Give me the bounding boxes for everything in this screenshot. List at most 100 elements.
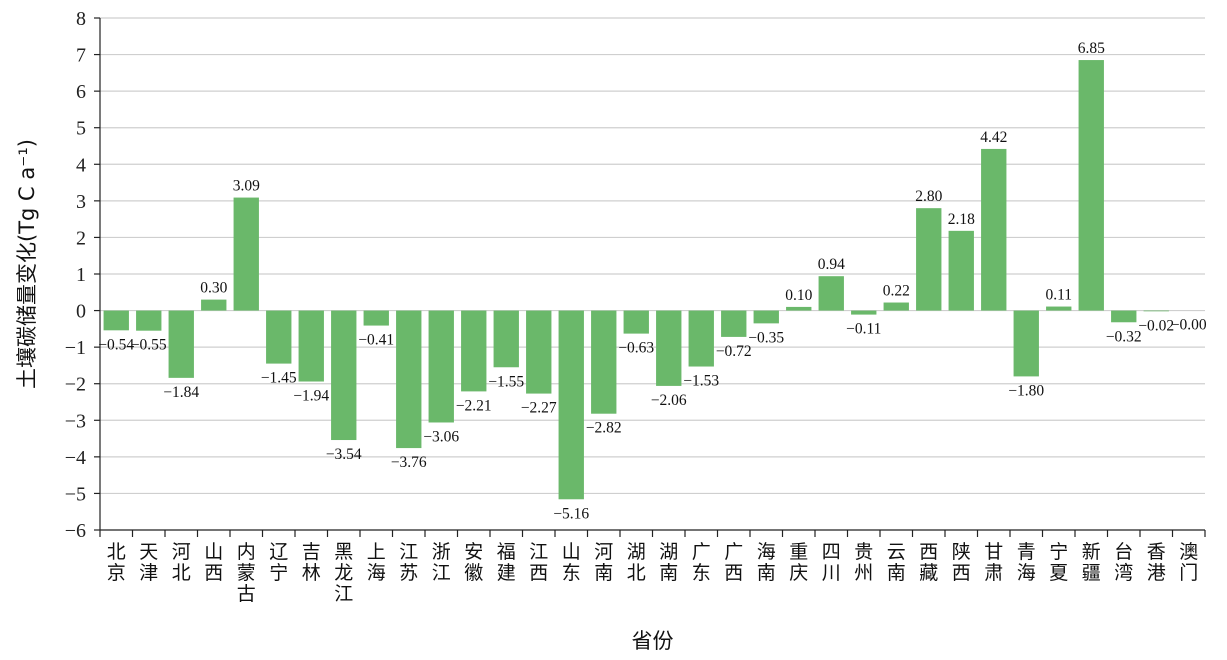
x-category-label: 安徽 [464, 541, 483, 584]
y-axis-title: 土壤碳储量变化(Tg C a⁻¹) [15, 139, 39, 389]
x-category-label: 甘肃 [984, 541, 1003, 584]
data-label: −0.35 [748, 329, 784, 346]
data-label: −0.32 [1106, 328, 1142, 345]
data-label: −2.82 [586, 420, 622, 437]
x-category-label: 内蒙古 [237, 541, 256, 605]
data-label: 2.80 [915, 188, 942, 205]
bar [1143, 310, 1169, 312]
x-category-label: 吉林 [302, 541, 321, 584]
x-category-label: 北京 [107, 541, 126, 584]
bar [688, 310, 714, 367]
data-label: −3.54 [326, 446, 362, 463]
data-label: 2.18 [948, 211, 975, 228]
data-label: −1.55 [488, 373, 524, 390]
x-category-label: 贵州 [854, 541, 873, 584]
y-tick-label: 6 [76, 81, 86, 103]
x-category-label: 海南 [757, 541, 776, 584]
x-category-label: 广西 [724, 541, 743, 584]
x-category-label: 新疆 [1082, 541, 1101, 584]
x-category-label: 江西 [529, 541, 548, 584]
data-label: 0.11 [1045, 287, 1072, 304]
x-category-label: 西藏 [919, 541, 938, 584]
y-tick-label: −2 [65, 374, 86, 396]
y-tick-label: 1 [76, 264, 86, 286]
bar [526, 310, 552, 394]
x-category-label: 浙江 [432, 541, 451, 584]
bar [1111, 310, 1137, 323]
data-label: −0.54 [98, 336, 134, 353]
x-category-label: 宁夏 [1049, 541, 1068, 584]
bar [461, 310, 487, 392]
y-tick-label: 5 [76, 118, 86, 140]
gridlines [100, 17, 1205, 495]
x-axis-title: 省份 [632, 629, 674, 653]
x-category-label: 青海 [1017, 541, 1036, 584]
bar [623, 310, 649, 334]
data-labels: −0.54−0.55 −1.84 0.30 3.09 −1.45−1.94 −3.54 −0… [98, 40, 1207, 522]
y-tick-label: −4 [65, 447, 86, 469]
bar [721, 310, 747, 337]
data-label: −0.00 [1171, 317, 1207, 334]
bar [363, 310, 389, 326]
data-label: 0.10 [785, 287, 812, 304]
data-label: 6.85 [1078, 40, 1105, 57]
x-category-label: 香港 [1147, 541, 1166, 584]
bar [851, 310, 877, 315]
bar [883, 302, 909, 311]
bar [1046, 306, 1072, 311]
y-tick-label: 8 [76, 8, 86, 30]
data-label: −0.02 [1138, 317, 1174, 334]
bar [136, 310, 162, 331]
data-label: −0.55 [131, 337, 167, 354]
y-tick-label: 0 [76, 301, 86, 323]
data-label: −1.94 [293, 388, 329, 405]
y-tick-label: 7 [76, 45, 86, 67]
data-label: −3.76 [391, 454, 427, 471]
x-category-label: 澳门 [1179, 541, 1198, 584]
x-axis-categories: 北京天津河北山西内蒙古辽宁吉林黑龙江上海江苏浙江安徽福建江西山东河南湖北湖南广东… [107, 541, 1199, 605]
x-category-label: 广东 [692, 541, 711, 584]
x-category-label: 山西 [204, 541, 223, 584]
y-axis-ticks: 8 7 6 5 4 3 2 1 0 −1 −2 −3 −4 −5 −6 [65, 8, 86, 542]
data-label: −1.53 [683, 373, 719, 390]
bar [103, 310, 129, 331]
y-tick-label: −3 [65, 410, 86, 432]
y-tick-label: 2 [76, 227, 86, 249]
x-category-label: 辽宁 [269, 541, 288, 584]
bar [916, 208, 942, 311]
bar [168, 310, 194, 378]
bar [558, 310, 584, 500]
x-category-label: 重庆 [789, 541, 808, 584]
axes [94, 17, 1206, 537]
data-label: −2.21 [456, 397, 492, 414]
y-tick-label: −5 [65, 483, 86, 505]
bar [753, 310, 779, 324]
data-label: −0.72 [716, 343, 752, 360]
x-category-label: 陕西 [952, 541, 971, 584]
data-label: −1.45 [261, 370, 297, 387]
y-tick-label: 3 [76, 191, 86, 213]
y-tick-label: 4 [76, 154, 86, 176]
bar [818, 276, 844, 311]
bar [948, 230, 974, 311]
data-label: −1.80 [1008, 382, 1044, 399]
x-category-label: 河北 [172, 541, 191, 584]
x-category-label: 四川 [822, 541, 841, 584]
bar [298, 310, 324, 382]
bar [396, 310, 422, 449]
data-label: −0.11 [846, 321, 881, 338]
data-label: 0.30 [200, 280, 227, 297]
bar [233, 197, 259, 311]
data-label: −3.06 [423, 428, 459, 445]
y-tick-label: −1 [65, 337, 86, 359]
data-label: 4.42 [980, 129, 1007, 146]
bar [331, 310, 357, 441]
x-category-label: 云南 [887, 541, 906, 584]
bar [656, 310, 682, 386]
x-category-label: 福建 [497, 541, 516, 584]
x-category-label: 上海 [367, 541, 386, 584]
y-tick-label: −6 [65, 520, 86, 542]
data-label: −5.16 [553, 505, 589, 522]
data-label: −0.41 [358, 332, 394, 349]
bar [428, 310, 454, 423]
